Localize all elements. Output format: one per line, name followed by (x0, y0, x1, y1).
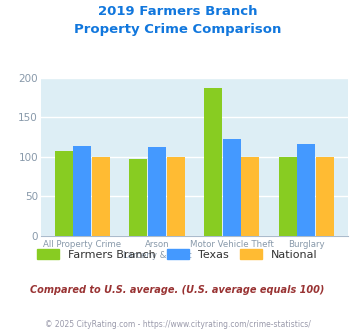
Bar (223, 139, 241, 236)
Bar (279, 157, 297, 236)
Bar (297, 144, 315, 236)
Bar (130, 159, 147, 236)
Text: Compared to U.S. average. (U.S. average equals 100): Compared to U.S. average. (U.S. average … (30, 285, 325, 295)
Bar (316, 157, 334, 236)
Bar (92, 157, 110, 236)
Bar (73, 146, 91, 236)
Bar (148, 147, 166, 236)
Text: 2019 Farmers Branch
Property Crime Comparison: 2019 Farmers Branch Property Crime Compa… (74, 5, 281, 36)
Bar (167, 157, 185, 236)
Text: © 2025 CityRating.com - https://www.cityrating.com/crime-statistics/: © 2025 CityRating.com - https://www.city… (45, 320, 310, 329)
Bar (241, 157, 259, 236)
Legend: Farmers Branch, Texas, National: Farmers Branch, Texas, National (37, 248, 318, 260)
Bar (55, 151, 73, 236)
Bar (204, 88, 222, 236)
